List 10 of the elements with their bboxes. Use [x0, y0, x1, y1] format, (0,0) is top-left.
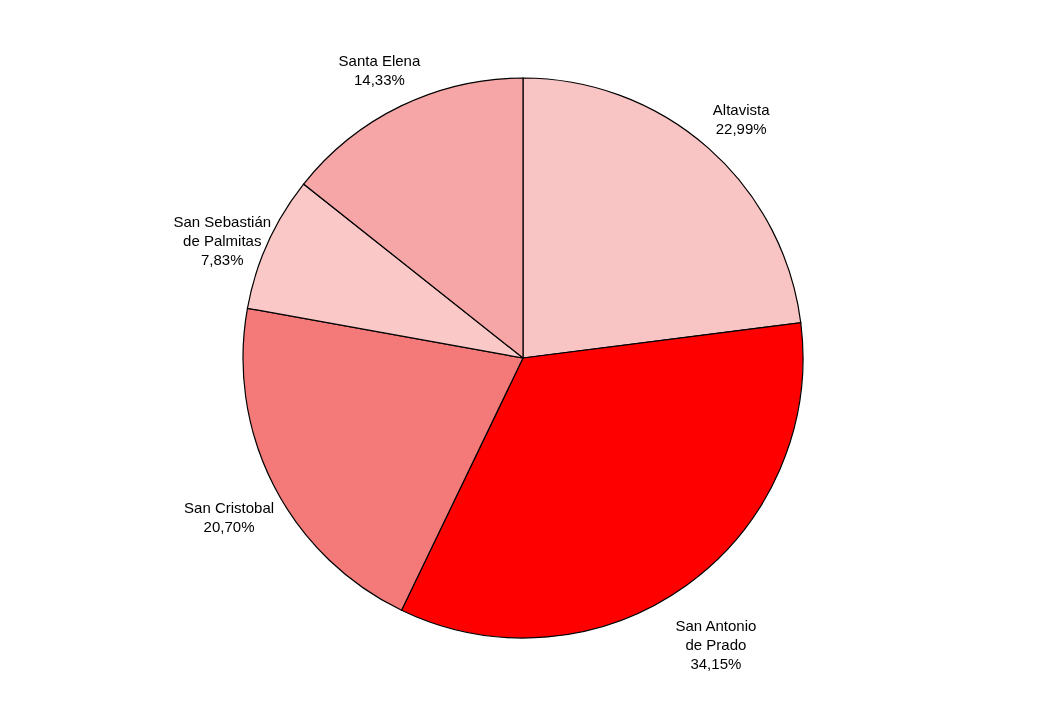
- data-label: 22,99%: [715, 120, 767, 138]
- slice-label: Santa Elena: [338, 51, 421, 69]
- data-label: 14,33%: [353, 70, 405, 88]
- data-label: 20,70%: [203, 518, 255, 535]
- slice-label: San Sebastián de Palmitas: [173, 213, 272, 250]
- slice-label: San Antonio de Prado: [675, 616, 757, 653]
- slice-label: San Cristobal: [184, 499, 275, 516]
- data-label: 34,15%: [690, 654, 742, 672]
- data-label: 7,83%: [201, 251, 244, 269]
- slice-label: Altavista: [712, 101, 771, 119]
